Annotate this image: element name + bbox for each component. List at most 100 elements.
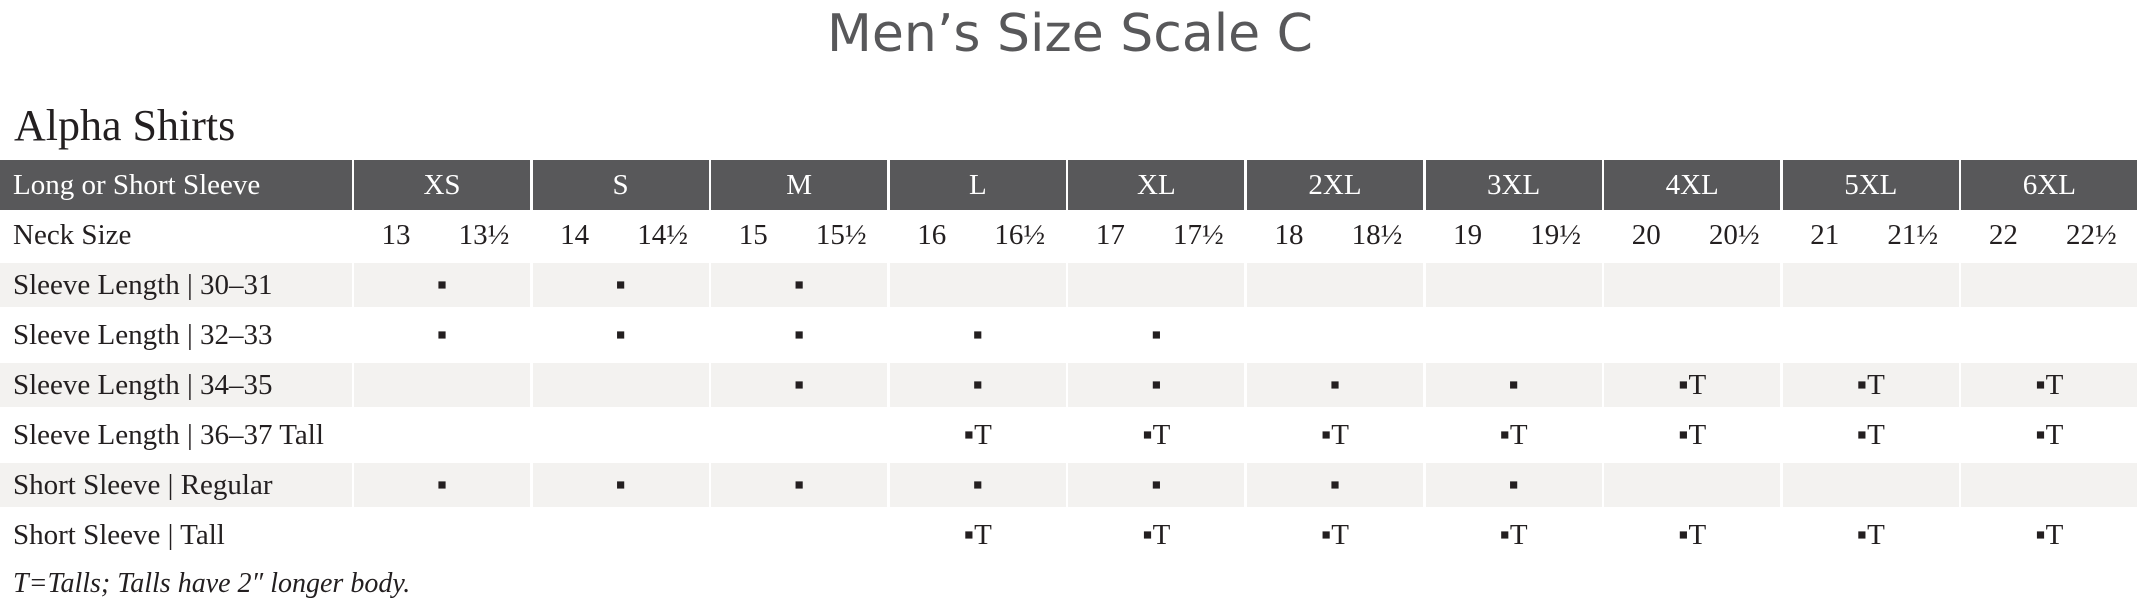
size-cell: ▪	[711, 363, 888, 407]
size-cell	[1068, 263, 1245, 307]
neck-size: 18	[1274, 218, 1304, 251]
size-cell: ▪T	[963, 518, 992, 551]
neck-size: 16	[917, 218, 947, 251]
size-cell: ▪	[354, 463, 530, 507]
neck-size: 19	[1453, 218, 1483, 251]
neck-size: 21	[1810, 218, 1840, 251]
size-cell: ▪	[1068, 463, 1245, 507]
header-cell: 6XL	[1961, 160, 2138, 210]
header-cell: XL	[1068, 160, 1245, 210]
size-cell: ▪	[532, 263, 709, 307]
neck-size: 20	[1631, 218, 1661, 251]
neck-size: 15	[738, 218, 768, 251]
size-cell: ▪T	[1321, 518, 1349, 551]
size-cell: ▪T	[963, 418, 992, 451]
size-cell: ▪T	[1499, 418, 1528, 451]
size-cell: ▪T	[1499, 518, 1528, 551]
page-title: Men’s Size Scale C	[827, 4, 1313, 64]
table-subtitle: Alpha Shirts	[14, 101, 236, 150]
size-cell: ▪	[1425, 363, 1602, 407]
size-cell: ▪	[794, 318, 805, 351]
header-cell: 3XL	[1425, 160, 1602, 210]
header-cell: 4XL	[1604, 160, 1781, 210]
size-cell	[711, 513, 887, 557]
size-cell	[354, 413, 530, 457]
header-cell: M	[711, 160, 888, 210]
neck-size: 15½	[815, 218, 867, 251]
size-cell: ▪T	[1604, 363, 1781, 407]
size-cell: ▪	[1151, 318, 1162, 351]
size-cell: ▪	[436, 318, 448, 351]
size-cell	[889, 263, 1066, 307]
row-label: Short Sleeve | Tall	[13, 518, 225, 551]
row-label: Short Sleeve | Regular	[0, 463, 352, 507]
size-cell	[711, 413, 887, 457]
size-cell: ▪T	[1782, 363, 1959, 407]
row-label: Neck Size	[13, 218, 132, 251]
neck-size: 14	[560, 218, 590, 251]
size-cell: ▪	[889, 363, 1066, 407]
size-cell: ▪	[1247, 363, 1423, 407]
size-cell	[1604, 263, 1781, 307]
size-cell: ▪T	[1856, 418, 1885, 451]
size-cell	[1961, 463, 2138, 507]
row-label: Sleeve Length | 36–37 Tall	[13, 418, 324, 451]
size-cell: ▪	[889, 463, 1066, 507]
header-cell: XS	[354, 160, 530, 210]
neck-size: 22½	[2066, 218, 2117, 251]
neck-size: 20½	[1708, 218, 1760, 251]
neck-size: 13	[381, 218, 411, 251]
size-cell: ▪	[615, 318, 626, 351]
size-cell: ▪T	[1678, 518, 1707, 551]
size-cell	[354, 513, 530, 557]
neck-size: 21½	[1887, 218, 1939, 251]
size-cell	[1782, 463, 1959, 507]
neck-size: 22	[1988, 218, 2018, 251]
size-cell	[1604, 313, 1780, 357]
size-cell	[1783, 313, 1959, 357]
size-cell: ▪T	[1856, 518, 1885, 551]
size-cell	[1782, 263, 1959, 307]
neck-size: 16½	[994, 218, 1046, 251]
neck-size: 14½	[637, 218, 688, 251]
size-cell: ▪T	[1678, 418, 1707, 451]
footnote: T=Talls; Talls have 2″ longer body.	[13, 568, 411, 599]
size-cell: ▪T	[1142, 518, 1171, 551]
header-cell: Long or Short Sleeve	[0, 160, 352, 210]
size-cell: ▪T	[1321, 418, 1349, 451]
header-cell: 2XL	[1247, 160, 1423, 210]
size-cell	[1961, 263, 2138, 307]
header-cell: L	[889, 160, 1066, 210]
size-cell	[1247, 263, 1423, 307]
size-cell: ▪	[1068, 363, 1245, 407]
size-cell	[533, 513, 709, 557]
size-cell: ▪	[711, 263, 888, 307]
size-cell: ▪T	[2035, 518, 2064, 551]
size-cell: ▪T	[2035, 418, 2064, 451]
neck-size: 17½	[1173, 218, 1224, 251]
size-cell: ▪T	[1142, 418, 1171, 451]
size-cell: ▪	[532, 463, 709, 507]
neck-size: 19½	[1530, 218, 1581, 251]
size-cell: ▪	[1247, 463, 1423, 507]
size-cell: ▪	[711, 463, 888, 507]
size-cell	[533, 413, 709, 457]
size-cell: ▪T	[1961, 363, 2138, 407]
size-cell	[1425, 263, 1602, 307]
row-label: Sleeve Length | 34–35	[0, 363, 352, 407]
neck-size: 13½	[458, 218, 510, 251]
size-cell: ▪	[354, 263, 530, 307]
neck-size: 18½	[1351, 218, 1403, 251]
size-cell: ▪	[972, 318, 983, 351]
row-label: Sleeve Length | 32–33	[13, 318, 273, 351]
size-cell	[1604, 463, 1781, 507]
size-cell	[1426, 313, 1602, 357]
header-cell: S	[532, 160, 709, 210]
header-cell: 5XL	[1782, 160, 1959, 210]
size-cell	[1961, 313, 2137, 357]
size-cell	[1247, 313, 1423, 357]
size-cell	[532, 363, 709, 407]
neck-size: 17	[1095, 218, 1125, 251]
size-cell: ▪	[1425, 463, 1602, 507]
